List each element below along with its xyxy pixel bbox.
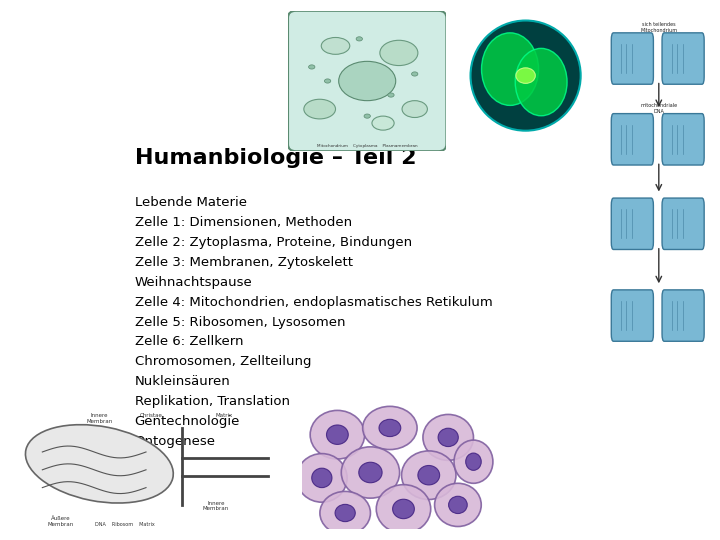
Ellipse shape [454,440,493,483]
Ellipse shape [363,406,417,449]
FancyBboxPatch shape [611,113,654,165]
Text: Innere
Membran: Innere Membran [203,501,229,511]
Text: Äußere
Membran: Äußere Membran [48,516,73,527]
Ellipse shape [335,504,355,522]
Ellipse shape [325,79,330,83]
Ellipse shape [423,415,474,460]
Ellipse shape [356,37,362,41]
Ellipse shape [338,62,396,100]
Ellipse shape [435,483,481,526]
Text: Chromosomen, Zellteilung: Chromosomen, Zellteilung [135,355,311,368]
Text: Zelle 3: Membranen, Zytoskelett: Zelle 3: Membranen, Zytoskelett [135,255,353,269]
Ellipse shape [388,93,394,97]
Ellipse shape [297,454,347,502]
Ellipse shape [304,99,336,119]
FancyBboxPatch shape [662,33,704,84]
Ellipse shape [377,485,431,534]
Text: Gentechnologie: Gentechnologie [135,415,240,428]
FancyBboxPatch shape [662,290,704,341]
Text: DNA    Ribosom    Matrix: DNA Ribosom Matrix [96,522,155,527]
Ellipse shape [412,72,418,76]
Text: Zelle 4: Mitochondrien, endoplasmatisches Retikulum: Zelle 4: Mitochondrien, endoplasmatische… [135,295,492,308]
Ellipse shape [392,499,415,518]
Text: Zelle 1: Dimensionen, Methoden: Zelle 1: Dimensionen, Methoden [135,216,352,229]
Ellipse shape [320,491,370,535]
Text: Mitochondrium    Cytoplasma    Plasmamembran: Mitochondrium Cytoplasma Plasmamembran [317,144,418,148]
Ellipse shape [312,468,332,488]
Text: Ontogenese: Ontogenese [135,435,216,448]
Ellipse shape [482,33,539,105]
Ellipse shape [25,424,174,503]
Text: Christae: Christae [140,413,163,418]
Ellipse shape [380,40,418,65]
Ellipse shape [372,116,394,130]
Ellipse shape [359,462,382,483]
Text: Replikation, Translation: Replikation, Translation [135,395,289,408]
Ellipse shape [438,428,459,447]
Text: Matrix: Matrix [215,413,233,418]
Ellipse shape [310,410,364,459]
Ellipse shape [418,465,440,485]
Text: Humanbiologie – Teil 2: Humanbiologie – Teil 2 [135,148,416,168]
Ellipse shape [364,114,370,118]
Text: Weihnachtspause: Weihnachtspause [135,275,253,288]
FancyBboxPatch shape [611,290,654,341]
Ellipse shape [471,21,581,131]
Ellipse shape [402,451,456,500]
Ellipse shape [309,65,315,69]
Ellipse shape [449,496,467,514]
Text: Nukleinsäuren: Nukleinsäuren [135,375,230,388]
Ellipse shape [402,100,428,118]
FancyBboxPatch shape [288,11,446,151]
Ellipse shape [379,419,401,436]
Text: Innere
Membran: Innere Membran [86,413,112,423]
Text: Zelle 5: Ribosomen, Lysosomen: Zelle 5: Ribosomen, Lysosomen [135,315,345,328]
FancyBboxPatch shape [662,113,704,165]
FancyBboxPatch shape [611,33,654,84]
Ellipse shape [326,425,348,444]
Ellipse shape [341,447,400,498]
FancyBboxPatch shape [662,198,704,249]
Ellipse shape [516,49,567,116]
Text: sich teilendes
Mitochondrium: sich teilendes Mitochondrium [640,22,678,33]
FancyBboxPatch shape [611,198,654,249]
Text: Zelle 6: Zellkern: Zelle 6: Zellkern [135,335,243,348]
Text: mitochondriale
DNA: mitochondriale DNA [640,103,678,113]
Text: Zelle 2: Zytoplasma, Proteine, Bindungen: Zelle 2: Zytoplasma, Proteine, Bindungen [135,235,412,249]
Ellipse shape [516,68,536,83]
Ellipse shape [466,453,481,470]
Ellipse shape [321,37,350,55]
Text: Lebende Materie: Lebende Materie [135,196,247,209]
